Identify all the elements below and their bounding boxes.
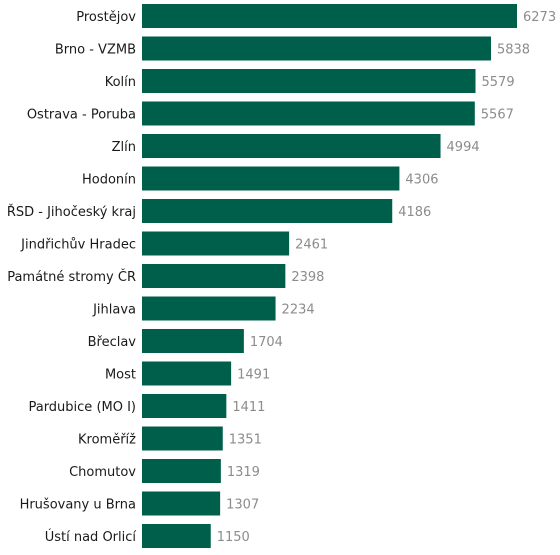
category-label: Jindřichův Hradec <box>20 238 136 253</box>
value-label: 1319 <box>227 465 260 480</box>
category-label: Břeclav <box>88 335 137 350</box>
bar-row: Hodonín 4306 <box>82 166 439 191</box>
bar-row: Jindřichův Hradec 2461 <box>20 231 328 256</box>
value-label: 5579 <box>482 75 515 90</box>
bar <box>142 231 290 256</box>
bar <box>142 361 232 386</box>
category-label: Hrušovany u Brna <box>20 498 136 513</box>
value-label: 1704 <box>250 335 283 350</box>
category-label: Kolín <box>105 75 136 90</box>
category-label: Chomutov <box>69 465 136 480</box>
value-label: 1411 <box>232 400 265 415</box>
category-label: Pardubice (MO I) <box>28 400 136 415</box>
value-label: 5838 <box>497 43 530 58</box>
bar <box>142 394 227 418</box>
category-label: Hodonín <box>82 173 136 188</box>
value-label: 5567 <box>481 108 514 123</box>
bar <box>142 36 491 61</box>
category-label: Prostějov <box>76 10 136 25</box>
category-label: ŘSD - Jihočeský kraj <box>7 204 136 220</box>
category-label: Památné stromy ČR <box>7 269 136 285</box>
bar <box>142 491 221 516</box>
bar <box>142 199 393 223</box>
bar <box>142 426 223 451</box>
bar <box>142 69 476 93</box>
bar-row: Ostrava - Poruba 5567 <box>27 101 514 126</box>
value-label: 4994 <box>447 140 480 155</box>
category-label: Most <box>105 368 136 383</box>
category-label: Ústí nad Orlicí <box>45 529 137 545</box>
bar <box>142 459 221 483</box>
category-label: Brno - VZMB <box>55 43 136 58</box>
category-label: Ostrava - Poruba <box>27 108 136 123</box>
bar-row: Kroměříž 1351 <box>78 426 262 451</box>
value-label: 4186 <box>398 205 431 220</box>
bar <box>142 4 517 28</box>
bar <box>142 101 475 126</box>
bar-row: Chomutov 1319 <box>69 459 260 483</box>
bar-row: Prostějov 6273 <box>76 4 556 28</box>
bar-row: Pardubice (MO I) 1411 <box>28 394 265 418</box>
value-label: 2398 <box>291 270 324 285</box>
bar <box>142 296 276 321</box>
value-label: 1150 <box>217 530 250 545</box>
bar-row: Jihlava 2234 <box>92 296 315 321</box>
category-label: Jihlava <box>92 303 136 318</box>
bar <box>142 329 244 353</box>
bar <box>142 166 400 191</box>
bar-row: Ústí nad Orlicí 1150 <box>45 524 250 548</box>
bar-row: Hrušovany u Brna 1307 <box>20 491 259 516</box>
bar <box>142 134 441 158</box>
category-label: Zlín <box>112 140 136 155</box>
bar-row: Památné stromy ČR 2398 <box>7 264 324 288</box>
bar <box>142 264 286 288</box>
value-label: 1491 <box>237 368 270 383</box>
bar-row: ŘSD - Jihočeský kraj 4186 <box>7 199 431 223</box>
bar <box>142 524 211 548</box>
value-label: 2234 <box>282 303 315 318</box>
value-label: 2461 <box>295 238 328 253</box>
value-label: 4306 <box>405 173 438 188</box>
value-label: 6273 <box>523 10 556 25</box>
category-label: Kroměříž <box>78 433 136 448</box>
bar-row: Brno - VZMB 5838 <box>55 36 530 61</box>
bar-row: Břeclav 1704 <box>88 329 283 353</box>
bar-row: Kolín 5579 <box>105 69 515 93</box>
value-label: 1307 <box>226 498 259 513</box>
value-label: 1351 <box>229 433 262 448</box>
bar-row: Zlín 4994 <box>112 134 480 158</box>
bar-row: Most 1491 <box>105 361 270 386</box>
